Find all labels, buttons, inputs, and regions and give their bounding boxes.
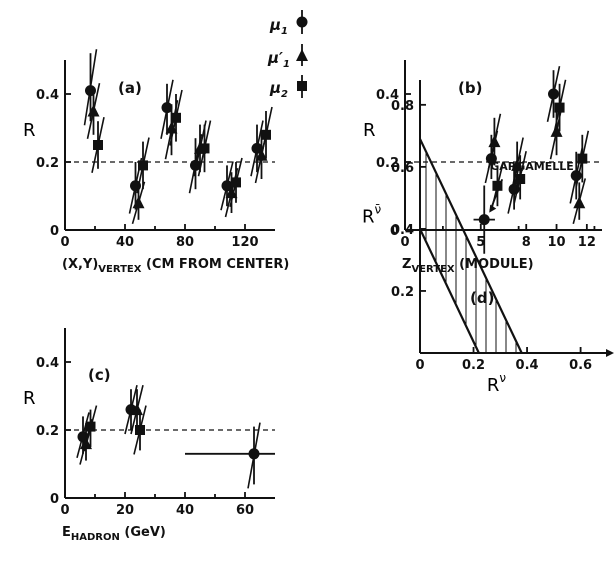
panel-label: (a) (118, 79, 142, 97)
band-inner-line (419, 228, 480, 354)
y-tick-label: 0.8 (391, 99, 414, 114)
legend-label-circle: μ1 (269, 16, 288, 37)
data-point-circle (548, 88, 560, 100)
x-tick-label: 0 (415, 358, 424, 373)
data-point-circle (248, 448, 260, 460)
data-point-square (261, 129, 271, 140)
data-point-square (554, 102, 565, 113)
y-tick-label: 0.2 (376, 156, 399, 171)
data-point-square (199, 143, 210, 154)
panel-label: (c) (88, 366, 111, 384)
y-tick-label: 0.2 (391, 285, 414, 300)
x-tick-label: 0 (400, 235, 409, 250)
band-outer-line (419, 138, 523, 354)
y-tick-label: 0.4 (376, 88, 399, 103)
legend-entry-triangle: μ′1 (267, 44, 308, 70)
data-point-circle (251, 142, 263, 154)
x-tick-label: 12 (578, 235, 596, 250)
data-point-triangle (488, 135, 501, 148)
y-axis-label: Rν̄ (362, 203, 382, 228)
x-axis-label: EHADRON (GeV) (62, 525, 166, 543)
y-tick-label: 0.2 (36, 156, 59, 171)
x-tick-label: 0.6 (569, 358, 592, 373)
x-tick-label: 40 (116, 235, 134, 250)
legend-label-triangle: μ′1 (267, 49, 290, 70)
legend-marker-circle (296, 16, 308, 28)
x-axis-arrow (606, 349, 614, 357)
gargamelle-point (478, 214, 490, 226)
panel-label: (b) (458, 79, 482, 97)
data-point-square (171, 112, 181, 123)
panel-d: 0.2 0.4 0.6 0.8 0 0.2 0.4 0.6 GARGAMELLE (d) Rν̄ Rν (362, 80, 614, 396)
data-point-triangle (573, 196, 586, 209)
legend-entry-circle: μ1 (269, 10, 308, 37)
x-axis-label: ZVERTEX (MODULE) (402, 257, 534, 275)
x-axis-label: Rν (487, 371, 507, 396)
x-tick-label: 120 (231, 235, 258, 250)
gargamelle-arrow-head (489, 204, 497, 213)
data-point-square (93, 140, 103, 150)
y-tick-label: 0.4 (391, 223, 414, 238)
data-point-triangle (165, 121, 178, 134)
x-tick-label: 20 (116, 503, 134, 518)
data-point-square (135, 425, 145, 435)
y-tick-label: 0 (50, 492, 59, 507)
y-axis-label: R (23, 388, 36, 409)
data-point-triangle (550, 124, 563, 137)
legend-marker-square (297, 81, 307, 91)
data-point-triangle (132, 196, 145, 209)
x-tick-label: 40 (176, 503, 194, 518)
panel-c: 0 0.2 0.4 0 20 40 60 R EHADRON (GeV) (c) (23, 328, 275, 543)
x-tick-label: 0.2 (462, 358, 485, 373)
x-tick-label: 0 (60, 235, 69, 250)
legend-marker-triangle (296, 49, 308, 61)
x-axis-label: (X,Y)VERTEX (CM FROM CENTER) (62, 257, 289, 275)
data-point-square (231, 177, 241, 188)
y-tick-label: 0.2 (36, 424, 59, 439)
data-point-square (138, 160, 148, 171)
gargamelle-label: GARGAMELLE (490, 160, 574, 173)
data-point-square (492, 180, 503, 191)
y-tick-label: 0 (50, 224, 59, 239)
y-tick-label: 0 (390, 224, 399, 239)
legend: μ1 μ′1 μ2 (267, 10, 308, 100)
x-tick-label: 60 (236, 503, 254, 518)
y-axis-label: R (363, 120, 376, 141)
data-point-triangle (225, 186, 238, 199)
data-point-circle (221, 180, 233, 192)
x-tick-label: 0.4 (516, 358, 539, 373)
y-tick-label: 0.4 (36, 88, 59, 103)
panel-a: 0 0.2 0.4 0 40 80 120 R (X,Y)VERTEX (CM FROM CEN… (23, 49, 289, 275)
x-tick-label: 80 (176, 235, 194, 250)
data-point-square (515, 174, 526, 184)
panel-label: (d) (470, 289, 494, 307)
data-point-triangle (87, 104, 100, 117)
x-tick-label: 0 (60, 503, 69, 518)
gargamelle-arrow-line (489, 178, 504, 211)
y-axis-label: R (23, 120, 36, 141)
x-tick-label: 10 (547, 235, 565, 250)
data-point-circle (161, 102, 173, 114)
legend-label-square: μ2 (269, 79, 288, 100)
x-tick-label: 8 (522, 235, 531, 250)
data-point-circle (190, 159, 201, 171)
data-point-square (85, 421, 96, 432)
y-tick-label: 0.4 (36, 356, 59, 371)
y-tick-label: 0.6 (391, 161, 414, 176)
legend-entry-square: μ2 (269, 75, 307, 100)
data-point-square (577, 153, 588, 164)
x-tick-label: 5 (476, 235, 485, 250)
